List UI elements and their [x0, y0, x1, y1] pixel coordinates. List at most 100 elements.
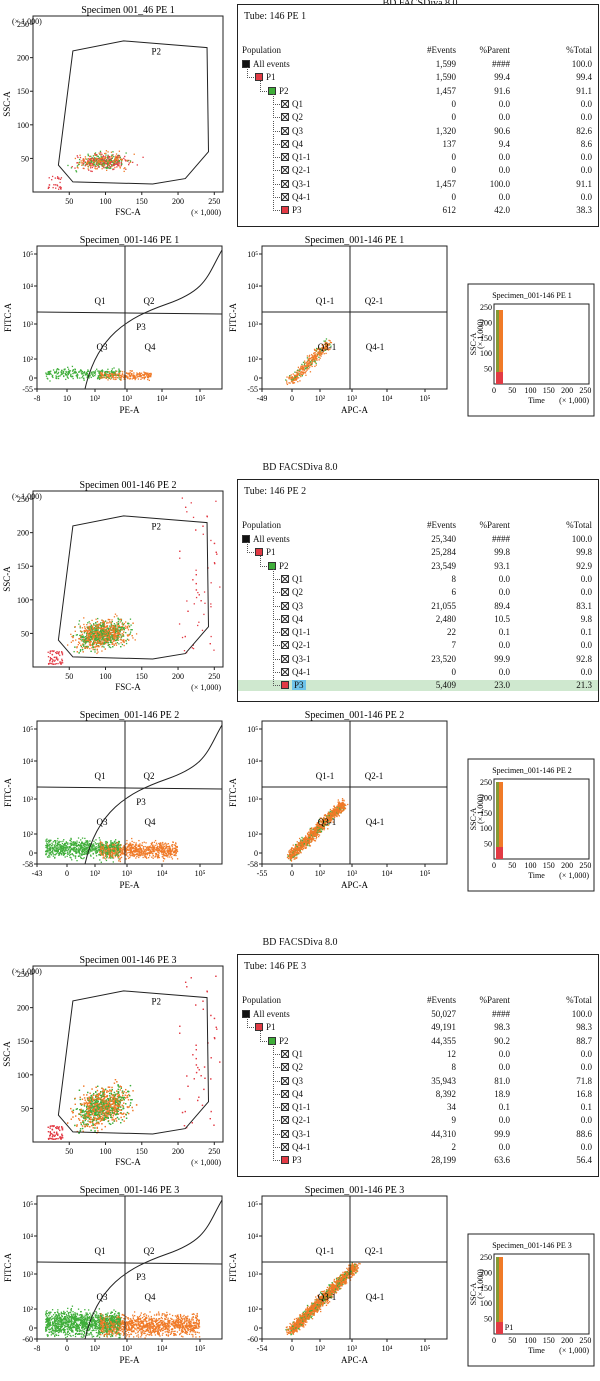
population-name-cell: Q2 [281, 1062, 303, 1072]
population-row[interactable]: P1 1,590 99.4 99.4 [238, 67, 598, 83]
population-row[interactable]: P1 25,284 99.8 99.8 [238, 542, 598, 558]
gate-p3[interactable] [84, 1199, 223, 1340]
cell-parent: 99.4 [494, 72, 510, 83]
population-name-cell: Q2-1 [281, 1115, 311, 1125]
gate-color-icon [268, 1036, 276, 1045]
event-points [45, 837, 179, 863]
population-row[interactable]: P1 49,191 98.3 98.3 [238, 1017, 598, 1033]
gate-p3[interactable] [84, 249, 223, 390]
x-tick-label: 10² [315, 394, 326, 403]
population-row[interactable]: Q3 1,320 90.6 82.6 [238, 120, 598, 137]
column-header: Population [242, 45, 282, 55]
cell-events: 1,320 [435, 125, 456, 136]
population-name: Q4-1 [292, 192, 311, 202]
y-axis-label: FITC-A [3, 303, 13, 333]
column-header: #Events [427, 520, 456, 530]
population-name: Q4-1 [292, 1142, 311, 1152]
population-name-cell: P3 [281, 205, 302, 215]
cell-parent: 99.9 [494, 1128, 510, 1139]
population-name: Q2-1 [292, 165, 311, 176]
quadrant-label: Q2-1 [365, 771, 384, 781]
cell-events: 8 [451, 1062, 457, 1073]
cell-total: 0.0 [580, 112, 592, 123]
x-tick-label: -49 [257, 394, 268, 403]
tree-connector [273, 160, 282, 172]
population-name-cell: All events [242, 59, 290, 69]
tree-connector [273, 147, 282, 159]
quadrant-label: Q3-1 [318, 1292, 337, 1302]
cell-events: 137 [442, 138, 457, 149]
population-row[interactable]: Q3-1 1,457 100.0 91.1 [238, 173, 598, 190]
cell-events: 1,599 [435, 59, 456, 69]
population-row[interactable]: All events 50,027 #### 100.0 [238, 1009, 598, 1020]
population-row[interactable]: Q4 8,392 18.9 16.8 [238, 1083, 598, 1100]
y-tick-label: -60 [247, 1335, 258, 1344]
quadrant-label: Q1-1 [316, 296, 335, 306]
population-name: Q3-1 [292, 653, 311, 664]
population-row[interactable]: Q4-1 0 0.0 0.0 [238, 187, 598, 203]
population-table: Tube: 146 PE 3 Population #Events %Parent %T… [237, 954, 599, 1177]
population-row[interactable]: Q4-1 2 0.0 0.0 [238, 1137, 598, 1153]
tree-connector [273, 662, 282, 673]
population-row[interactable]: P3 612 42.0 38.3 [238, 200, 598, 216]
population-name-cell: All events [242, 534, 290, 544]
population-row[interactable]: Q4 137 9.4 8.6 [238, 133, 598, 150]
population-row[interactable]: Q2-1 7 0.0 0.0 [238, 635, 598, 651]
tree-connector [273, 1123, 282, 1135]
population-row[interactable]: Q3-1 23,520 99.9 92.8 [238, 648, 598, 665]
cell-parent: 0.0 [498, 98, 510, 109]
cell-events: 5,409 [435, 680, 456, 691]
population-name: P2 [279, 1035, 289, 1046]
quadrant-label: Q1-1 [316, 1246, 335, 1256]
y-tick-label: -58 [247, 860, 258, 869]
population-name-cell: P1 [255, 547, 276, 557]
population-row[interactable]: P2 1,457 91.6 91.1 [238, 80, 598, 97]
population-row[interactable]: Q3-1 44,310 99.9 88.6 [238, 1123, 598, 1140]
quadrant-label: Q1-1 [316, 771, 335, 781]
population-row[interactable]: Q3 35,943 81.0 71.8 [238, 1070, 598, 1087]
cell-events: 2,480 [435, 613, 456, 624]
population-row[interactable]: Q2-1 0 0.0 0.0 [238, 160, 598, 176]
x-tick-label: 250 [208, 672, 220, 681]
event-points [45, 1305, 201, 1339]
gate-p3[interactable] [84, 724, 223, 865]
x-tick-label: 10² [90, 394, 101, 403]
population-row[interactable]: Q4-1 0 0.0 0.0 [238, 662, 598, 678]
population-name: P1 [266, 1022, 276, 1033]
quadrant-horizontal-line[interactable] [36, 311, 223, 315]
quadrant-label: Q3 [97, 817, 108, 827]
population-row[interactable]: Q1 8 0.0 0.0 [238, 568, 598, 585]
population-row[interactable]: Q2 6 0.0 0.0 [238, 582, 598, 598]
population-name: All events [253, 1009, 290, 1019]
population-row[interactable]: Q2 8 0.0 0.0 [238, 1057, 598, 1073]
population-row[interactable]: All events 1,599 #### 100.0 [238, 59, 598, 70]
population-name: Q1-1 [292, 152, 311, 163]
tree-connector [273, 568, 282, 580]
population-row[interactable]: All events 25,340 #### 100.0 [238, 534, 598, 545]
cell-events: 6 [451, 587, 457, 598]
quadrant-horizontal-line[interactable] [36, 1261, 223, 1265]
population-row[interactable]: P2 44,355 90.2 88.7 [238, 1030, 598, 1047]
y-tick-label: 0 [254, 1324, 258, 1333]
cell-total: 0.0 [580, 152, 592, 163]
population-row[interactable]: Q2-1 9 0.0 0.0 [238, 1110, 598, 1126]
cell-total: 99.8 [576, 547, 592, 558]
quadrant-horizontal-line[interactable] [36, 786, 223, 790]
y-tick-label: 10³ [23, 795, 34, 804]
population-row[interactable]: P2 23,549 93.1 92.9 [238, 555, 598, 572]
population-row[interactable]: Q1 0 0.0 0.0 [238, 93, 598, 110]
population-row[interactable]: Q3 21,055 89.4 83.1 [238, 595, 598, 612]
cell-total: 98.3 [576, 1022, 592, 1033]
population-row[interactable]: Q4 2,480 10.5 9.8 [238, 608, 598, 625]
cell-parent: 81.0 [494, 1075, 510, 1086]
population-row[interactable]: P3 5,409 23.0 21.3 [238, 675, 598, 692]
cell-events: 0 [451, 112, 457, 123]
tree-connector [273, 93, 282, 105]
population-row[interactable]: Q1 12 0.0 0.0 [238, 1043, 598, 1060]
population-row[interactable]: Q1-1 22 0.1 0.1 [238, 622, 598, 638]
population-name-cell: Q1 [281, 574, 303, 584]
population-row[interactable]: Q2 0 0.0 0.0 [238, 107, 598, 123]
population-row[interactable]: P3 28,199 63.6 56.4 [238, 1150, 598, 1166]
population-row[interactable]: Q1-1 0 0.0 0.0 [238, 147, 598, 163]
population-row[interactable]: Q1-1 34 0.1 0.1 [238, 1097, 598, 1113]
